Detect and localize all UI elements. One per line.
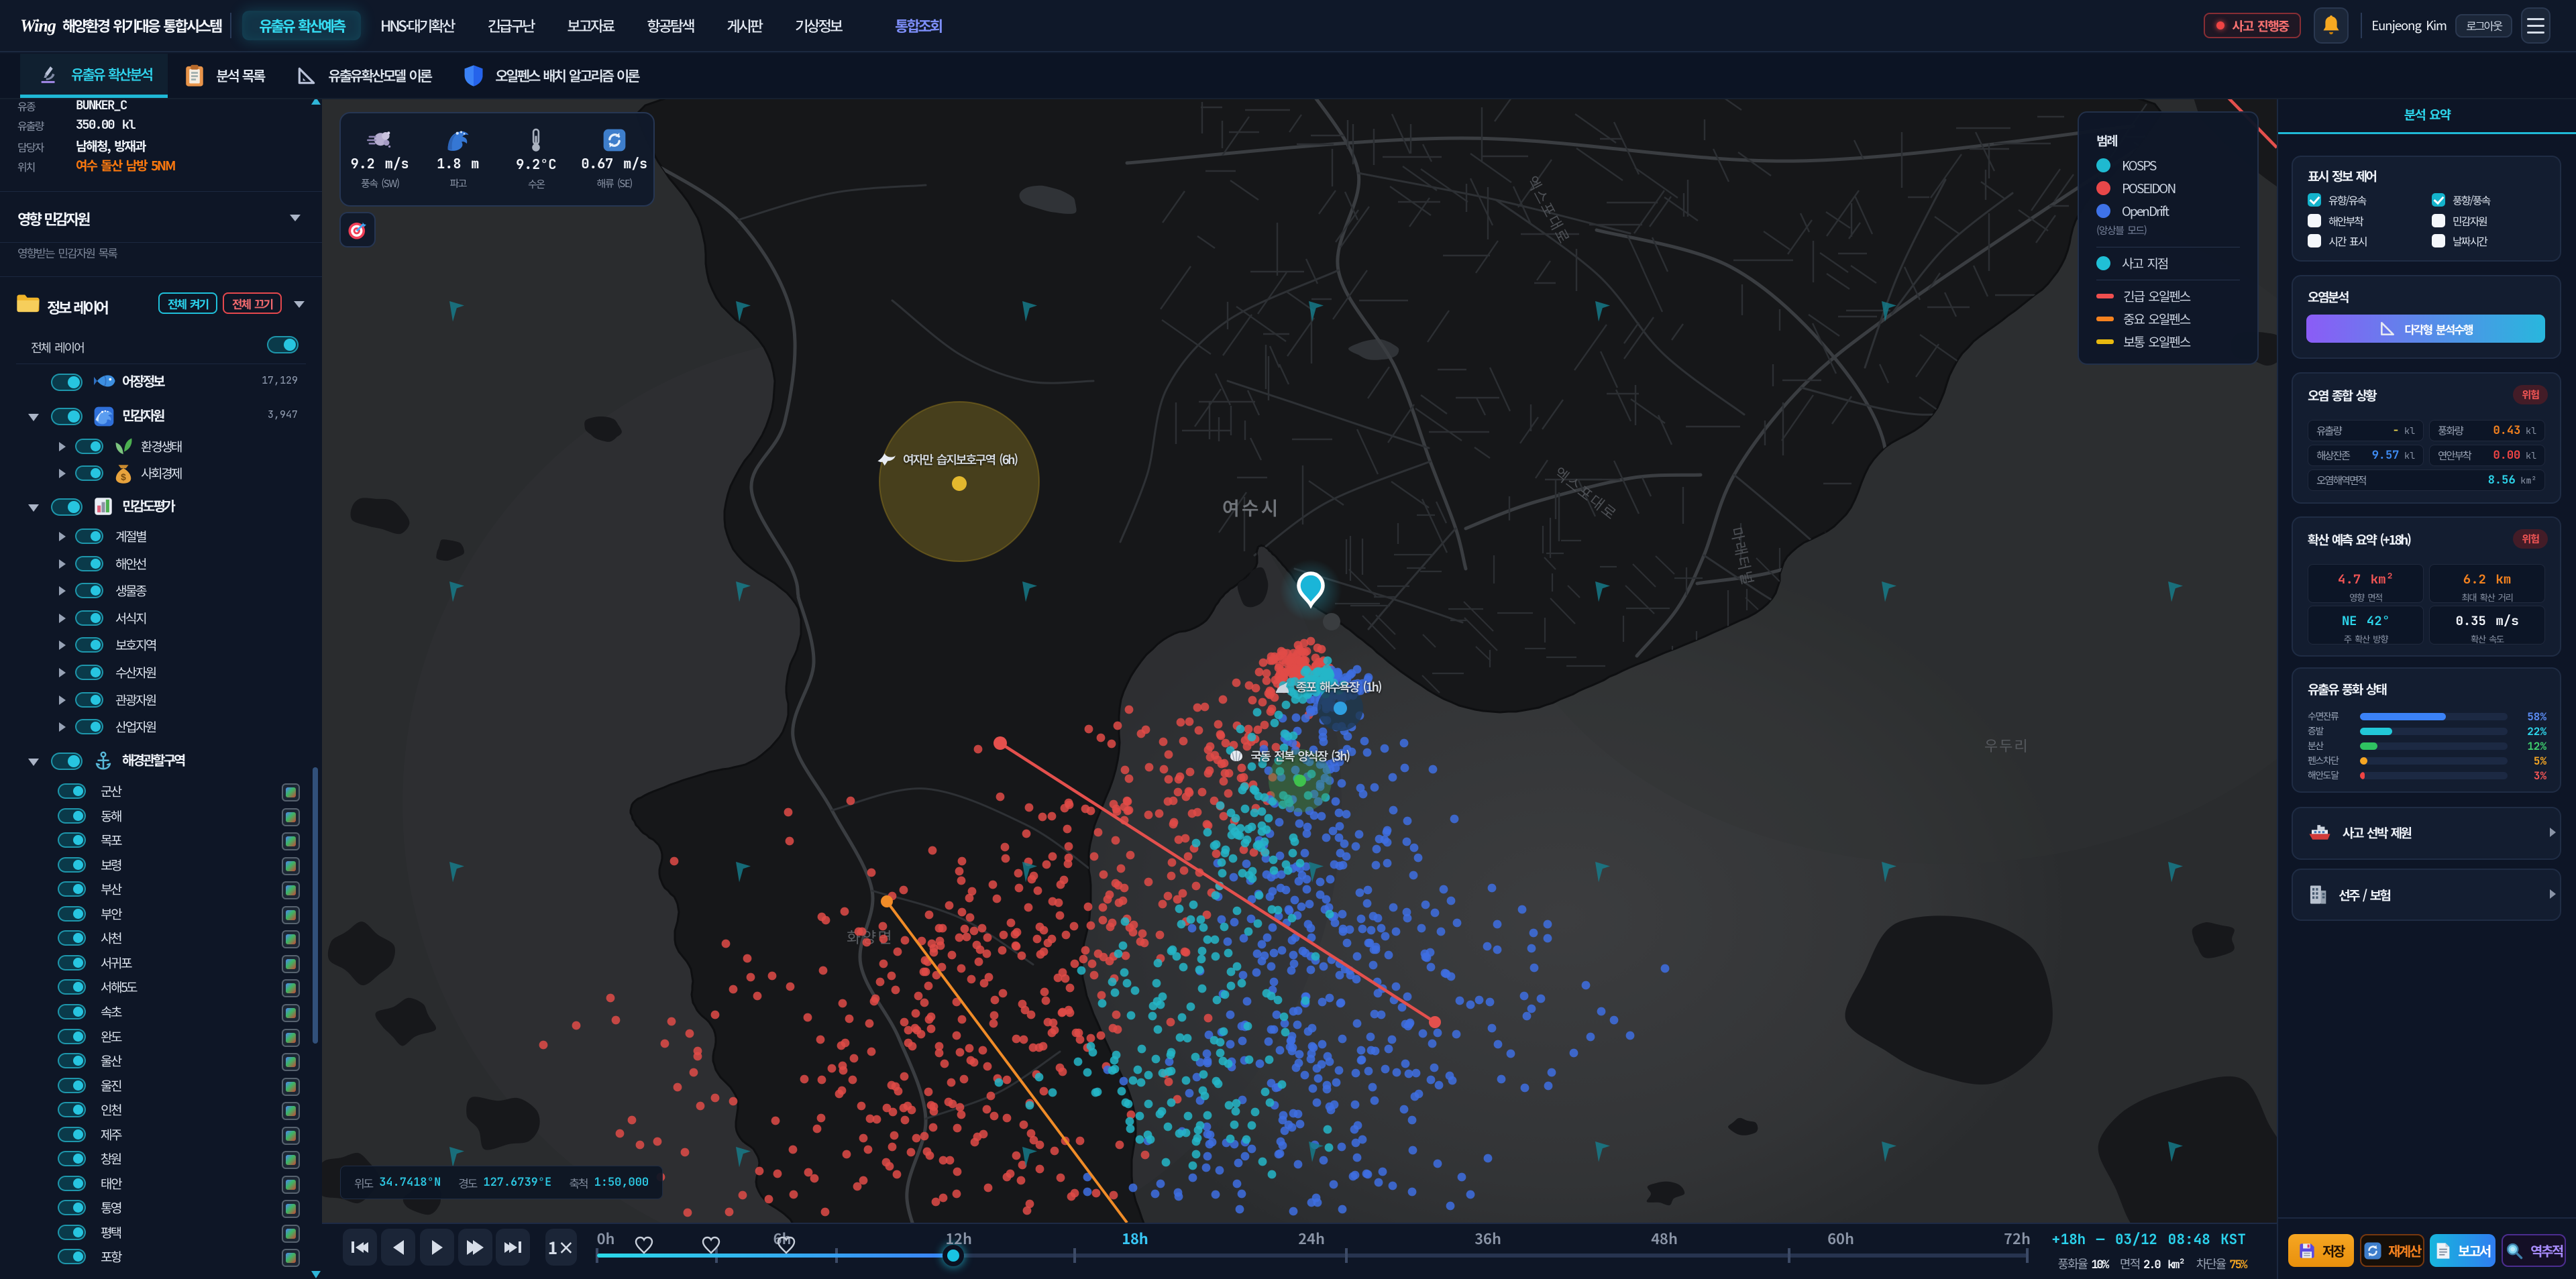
svg-text:$: $: [121, 469, 126, 483]
svg-text:우두리: 우두리: [1984, 734, 2029, 756]
svg-text:여수시: 여수시: [1222, 494, 1280, 521]
